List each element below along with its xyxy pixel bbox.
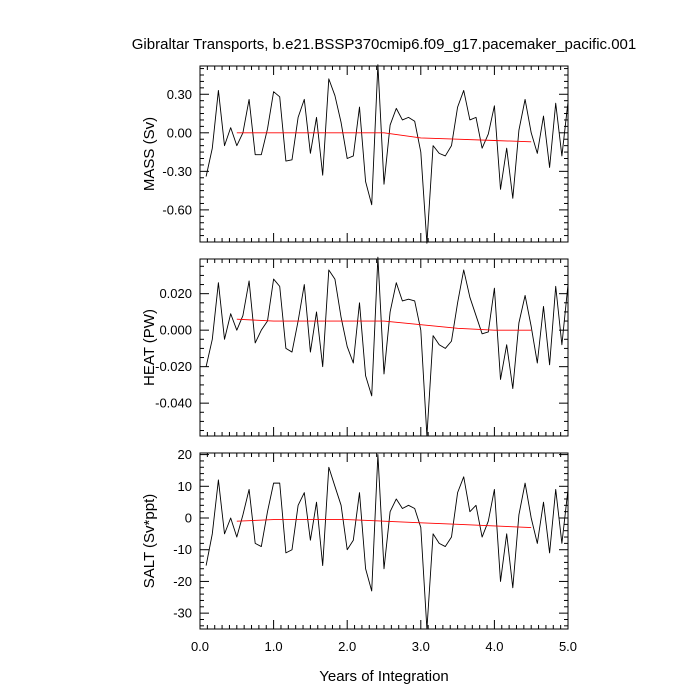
x-tick-label: 4.0 [485,639,503,654]
x-tick-label: 2.0 [338,639,356,654]
y-tick-label: -0.040 [155,396,192,411]
series-line-monthly [205,64,569,244]
y-tick-label: 0.000 [159,323,192,338]
x-tick-label: 3.0 [412,639,430,654]
y-tick-label: 10 [178,479,192,494]
x-axis: 0.0 1.0 2.0 3.0 4.0 5.0 [191,639,577,654]
series-line-smoothed [236,132,532,143]
y-tick-label: -20 [173,574,192,589]
y-axis-label: MASS (Sv) [141,117,158,191]
y-tick-label: 0.020 [159,286,192,301]
y-tick-label: -10 [173,542,192,557]
y-tick-label: -30 [173,606,192,621]
y-tick-label: 0.00 [167,125,192,140]
y-axis-label: HEAT (PW) [141,309,158,386]
heat-panel: 0.020 0.000 -0.020 -0.040 HEAT (PW) [141,256,569,437]
y-axis-label: SALT (Sv*ppt) [141,494,158,588]
y-tick-label: 20 [178,447,192,462]
x-tick-label: 5.0 [559,639,577,654]
y-tick-label: -0.60 [162,202,192,217]
y-tick-label: 0 [185,511,192,526]
series-line-monthly [205,454,569,630]
plot-frame [199,258,569,437]
y-tick-label: -0.30 [162,164,192,179]
series-line-smoothed [236,318,532,331]
series-line-smoothed [236,519,532,528]
mass-panel: 0.30 0.00 -0.30 -0.60 MASS (Sv) [141,64,569,244]
chart-title: Gibraltar Transports, b.e21.BSSP370cmip6… [132,36,636,53]
y-tick-label: 0.30 [167,87,192,102]
x-tick-label: 1.0 [265,639,283,654]
series-line-monthly [205,256,569,437]
x-axis-label: Years of Integration [319,668,449,685]
y-tick-label: -0.020 [155,359,192,374]
x-tick-label: 0.0 [191,639,209,654]
salt-panel: 20 10 0 -10 -20 -30 SALT (Sv*ppt) [141,447,569,630]
